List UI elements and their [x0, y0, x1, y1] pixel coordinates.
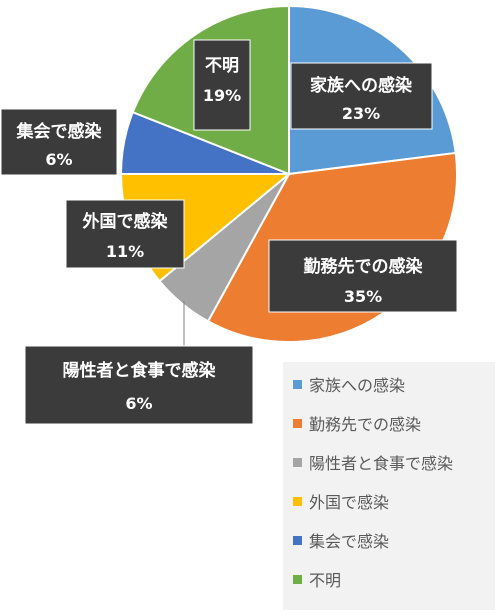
data-label-name: 不明	[205, 56, 239, 76]
legend-swatch	[293, 379, 302, 389]
data-label-unknown: 不明 19%	[193, 39, 251, 131]
data-label-name: 勤務先での感染	[304, 256, 423, 277]
data-label-name: 陽性者と食事で感染	[63, 360, 216, 381]
legend-item: 不明	[293, 567, 341, 591]
legend-item: 集会で感染	[293, 528, 389, 552]
legend-item: 外国で感染	[293, 489, 389, 513]
legend-label: 外国で感染	[309, 493, 390, 512]
data-label-gathering: 集会で感染 6%	[0, 108, 118, 176]
legend-label: 不明	[309, 571, 342, 590]
legend-label: 陽性者と食事で感染	[309, 454, 454, 473]
data-label-dining: 陽性者と食事で感染 6%	[24, 345, 254, 425]
data-label-name: 集会で感染	[16, 121, 102, 142]
legend-label: 家族への感染	[309, 376, 406, 395]
legend-item: 勤務先での感染	[293, 411, 421, 435]
legend-item: 家族への感染	[293, 372, 405, 396]
chart-legend: 家族への感染 勤務先での感染 陽性者と食事で感染 外国で感染 集会で感染 不明	[283, 362, 495, 610]
legend-label: 集会で感染	[309, 532, 390, 551]
legend-swatch	[293, 535, 302, 545]
data-label-value: 6%	[45, 150, 72, 169]
data-label-value: 11%	[106, 242, 144, 261]
legend-swatch	[293, 418, 302, 428]
data-label-value: 23%	[342, 104, 380, 123]
legend-swatch	[293, 574, 302, 584]
data-label-family: 家族への感染 23%	[290, 62, 433, 130]
data-label-abroad: 外国で感染 11%	[65, 199, 185, 269]
data-label-value: 19%	[203, 86, 241, 105]
legend-label: 勤務先での感染	[309, 415, 422, 434]
legend-swatch	[293, 457, 302, 467]
data-label-value: 35%	[344, 287, 382, 306]
legend-swatch	[293, 496, 302, 506]
data-label-workplace: 勤務先での感染 35%	[268, 239, 458, 313]
data-label-name: 外国で感染	[83, 211, 168, 232]
legend-item: 陽性者と食事で感染	[293, 450, 453, 474]
data-label-name: 家族への感染	[310, 75, 412, 96]
data-label-value: 6%	[125, 394, 152, 413]
